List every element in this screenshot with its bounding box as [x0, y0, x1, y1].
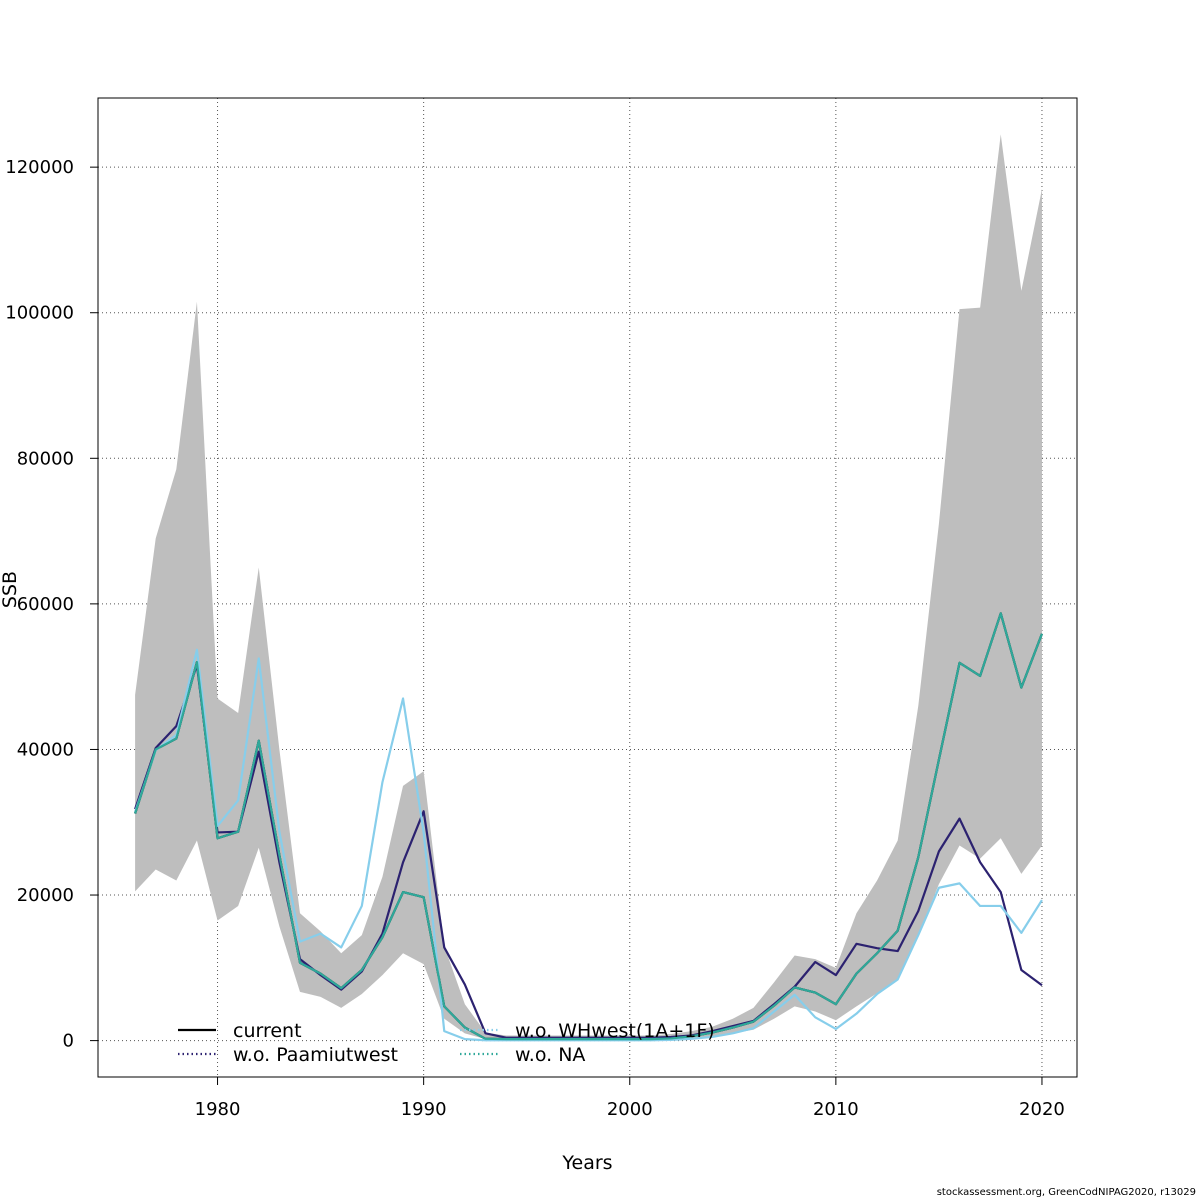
x-tick-label: 2020: [1019, 1099, 1065, 1120]
x-tick-label: 1990: [401, 1099, 447, 1120]
legend-item: current: [178, 1020, 302, 1042]
x-axis-title: Years: [561, 1152, 612, 1174]
x-tick-label: 2000: [607, 1099, 653, 1120]
series-line-w-o-na: [134, 612, 1043, 1041]
y-tick-label: 80000: [17, 448, 74, 469]
plot-frame: [97, 97, 1078, 1078]
y-tick-label: 100000: [5, 303, 74, 324]
legend-item: w.o. WHwest(1A+1F): [460, 1020, 715, 1042]
y-tick-label: 20000: [17, 885, 74, 906]
legend-item: w.o. NA: [460, 1044, 585, 1066]
y-tick-label: 60000: [17, 594, 74, 615]
x-axis: 1980 1990 2000 2010 2020: [195, 1077, 1065, 1120]
y-tick-label: 40000: [17, 739, 74, 760]
grid-lines: [98, 98, 1077, 1077]
legend-label: w.o. NA: [515, 1044, 585, 1066]
y-tick-label: 120000: [5, 157, 74, 178]
y-axis: 0 20000 40000 60000 80000 100000 120000: [5, 157, 98, 1052]
footer-credit: stockassessment.org, GreenCodNIPAG2020, …: [936, 1187, 1196, 1198]
x-tick-label: 2010: [813, 1099, 859, 1120]
legend-label: w.o. Paamiutwest: [233, 1044, 398, 1066]
legend-label: w.o. WHwest(1A+1F): [515, 1020, 715, 1042]
legend-item: w.o. Paamiutwest: [178, 1044, 398, 1066]
legend-label: current: [233, 1020, 302, 1042]
series-lines: [134, 612, 1043, 1042]
x-tick-label: 1980: [195, 1099, 241, 1120]
y-tick-label: 0: [63, 1031, 74, 1052]
y-axis-title: SSB: [0, 571, 21, 608]
